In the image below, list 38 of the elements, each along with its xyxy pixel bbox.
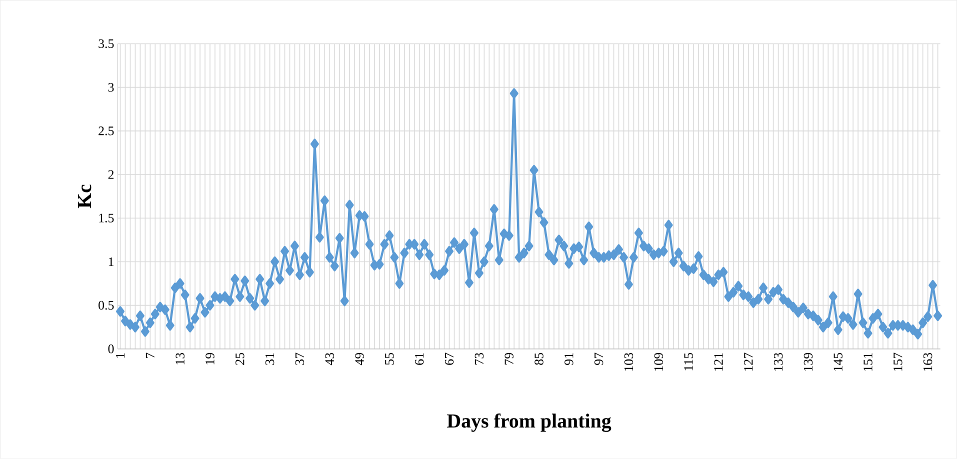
x-tick-label: 13 — [176, 353, 184, 364]
x-tick-label: 37 — [295, 352, 304, 365]
x-tick-label: 85 — [534, 353, 544, 366]
x-tick-label: 151 — [864, 353, 872, 371]
x-tick-label: 55 — [385, 353, 394, 365]
x-tick-label: 73 — [474, 353, 484, 365]
x-tick-label: 163 — [923, 353, 932, 371]
y-tick-label: 3 — [108, 83, 114, 92]
y-tick-label: 2.5 — [98, 126, 114, 136]
x-axis-title: Days from planting — [447, 414, 612, 432]
x-tick-label: 61 — [415, 353, 424, 365]
x-tick-label: 79 — [504, 353, 514, 365]
y-tick-label: 1 — [108, 258, 114, 266]
x-tick-label: 67 — [444, 352, 454, 365]
x-tick-label: 139 — [804, 353, 813, 371]
x-tick-label: 121 — [714, 353, 723, 371]
x-tick-label: 157 — [894, 352, 902, 371]
y-tick-label: 3.5 — [98, 39, 114, 48]
y-tick-label: 0 — [108, 344, 114, 354]
x-tick-label: 109 — [654, 353, 664, 371]
y-tick-label: 0.5 — [98, 301, 114, 310]
x-tick-label: 103 — [624, 353, 634, 371]
x-tick-label: 1 — [116, 353, 125, 358]
x-tick-label: 31 — [265, 353, 274, 365]
x-tick-label: 49 — [355, 353, 364, 366]
x-tick-label: 25 — [236, 353, 244, 365]
y-axis-title: Kc — [78, 184, 92, 208]
x-tick-label: 43 — [325, 353, 334, 366]
x-tick-label: 133 — [774, 353, 783, 371]
y-tick-label: 2 — [108, 170, 114, 179]
x-tick-label: 145 — [834, 353, 842, 371]
x-tick-label: 97 — [594, 352, 604, 366]
x-tick-label: 19 — [206, 353, 214, 364]
x-tick-label: 7 — [146, 352, 154, 358]
x-tick-label: 127 — [744, 352, 753, 371]
x-tick-label: 115 — [684, 353, 693, 370]
y-tick-label: 1.5 — [99, 214, 114, 223]
x-tick-label: 91 — [564, 353, 574, 366]
